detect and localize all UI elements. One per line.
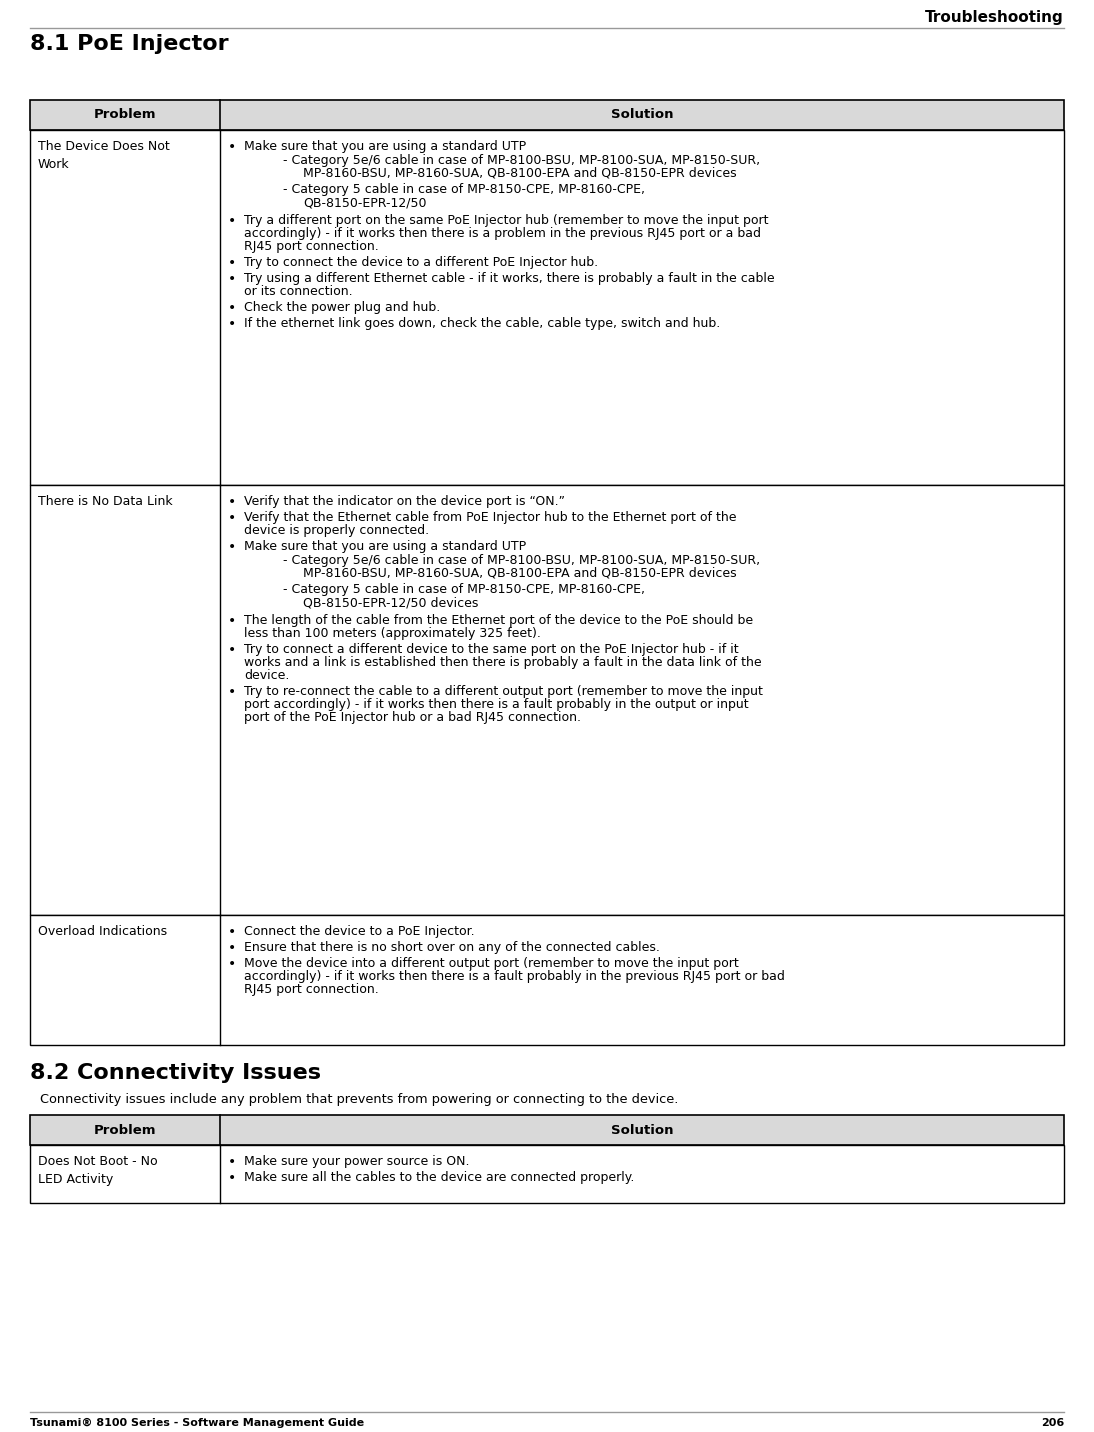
Text: •: • [228, 957, 236, 971]
Text: port of the PoE Injector hub or a bad RJ45 connection.: port of the PoE Injector hub or a bad RJ… [244, 712, 581, 725]
Text: •: • [228, 140, 236, 155]
Text: •: • [228, 925, 236, 939]
Text: •: • [228, 511, 236, 526]
Text: Problem: Problem [94, 109, 156, 122]
Text: accordingly) - if it works then there is a problem in the previous RJ45 port or : accordingly) - if it works then there is… [244, 228, 761, 241]
Text: Try a different port on the same PoE Injector hub (remember to move the input po: Try a different port on the same PoE Inj… [244, 213, 768, 228]
Text: Try to re-connect the cable to a different output port (remember to move the inp: Try to re-connect the cable to a differe… [244, 684, 763, 697]
Text: Solution: Solution [610, 109, 673, 122]
Text: Verify that the Ethernet cable from PoE Injector hub to the Ethernet port of the: Verify that the Ethernet cable from PoE … [244, 511, 736, 524]
Bar [30, 100, 1064, 130]
Text: Problem: Problem [94, 1124, 156, 1137]
Text: - Category 5e/6 cable in case of MP-8100-BSU, MP-8100-SUA, MP-8150-SUR,: - Category 5e/6 cable in case of MP-8100… [283, 155, 760, 168]
Text: Try using a different Ethernet cable - if it works, there is probably a fault in: Try using a different Ethernet cable - i… [244, 272, 775, 285]
Text: Try to connect a different device to the same port on the PoE Injector hub - if : Try to connect a different device to the… [244, 643, 738, 656]
Text: Solution: Solution [610, 1124, 673, 1137]
Text: •: • [228, 272, 236, 286]
Text: 8.2 Connectivity Issues: 8.2 Connectivity Issues [30, 1063, 321, 1083]
Text: less than 100 meters (approximately 325 feet).: less than 100 meters (approximately 325 … [244, 627, 540, 640]
Text: •: • [228, 301, 236, 315]
Text: •: • [228, 256, 236, 271]
Text: The Device Does Not
Work: The Device Does Not Work [38, 140, 170, 170]
Text: •: • [228, 1156, 236, 1169]
Text: •: • [228, 495, 236, 508]
Bar [30, 130, 1064, 485]
Text: •: • [228, 614, 236, 629]
Text: Troubleshooting: Troubleshooting [926, 10, 1064, 24]
Text: QB-8150-EPR-12/50 devices: QB-8150-EPR-12/50 devices [303, 596, 478, 609]
Text: Ensure that there is no short over on any of the connected cables.: Ensure that there is no short over on an… [244, 941, 660, 954]
Text: or its connection.: or its connection. [244, 285, 352, 298]
Text: RJ45 port connection.: RJ45 port connection. [244, 241, 379, 253]
Text: •: • [228, 540, 236, 554]
Text: Check the power plug and hub.: Check the power plug and hub. [244, 301, 440, 314]
Text: device.: device. [244, 669, 290, 682]
Bar [30, 1116, 1064, 1146]
Bar [30, 485, 1064, 915]
Text: works and a link is established then there is probably a fault in the data link : works and a link is established then the… [244, 656, 761, 669]
Text: •: • [228, 316, 236, 331]
Text: - Category 5e/6 cable in case of MP-8100-BSU, MP-8100-SUA, MP-8150-SUR,: - Category 5e/6 cable in case of MP-8100… [283, 554, 760, 567]
Text: port accordingly) - if it works then there is a fault probably in the output or : port accordingly) - if it works then the… [244, 697, 748, 712]
Text: •: • [228, 213, 236, 228]
Text: - Category 5 cable in case of MP-8150-CPE, MP-8160-CPE,: - Category 5 cable in case of MP-8150-CP… [283, 583, 645, 596]
Text: MP-8160-BSU, MP-8160-SUA, QB-8100-EPA and QB-8150-EPR devices: MP-8160-BSU, MP-8160-SUA, QB-8100-EPA an… [303, 168, 736, 180]
Text: •: • [228, 1171, 236, 1186]
Bar [30, 915, 1064, 1045]
Text: - Category 5 cable in case of MP-8150-CPE, MP-8160-CPE,: - Category 5 cable in case of MP-8150-CP… [283, 183, 645, 196]
Text: MP-8160-BSU, MP-8160-SUA, QB-8100-EPA and QB-8150-EPR devices: MP-8160-BSU, MP-8160-SUA, QB-8100-EPA an… [303, 567, 736, 580]
Text: Overload Indications: Overload Indications [38, 925, 167, 938]
Bar [30, 1146, 1064, 1203]
Text: •: • [228, 684, 236, 699]
Text: accordingly) - if it works then there is a fault probably in the previous RJ45 p: accordingly) - if it works then there is… [244, 969, 784, 982]
Text: There is No Data Link: There is No Data Link [38, 495, 173, 508]
Text: Make sure your power source is ON.: Make sure your power source is ON. [244, 1156, 469, 1169]
Text: Does Not Boot - No
LED Activity: Does Not Boot - No LED Activity [38, 1156, 158, 1186]
Text: Connectivity issues include any problem that prevents from powering or connectin: Connectivity issues include any problem … [40, 1093, 678, 1106]
Text: Make sure that you are using a standard UTP: Make sure that you are using a standard … [244, 540, 526, 553]
Text: Try to connect the device to a different PoE Injector hub.: Try to connect the device to a different… [244, 256, 598, 269]
Text: Connect the device to a PoE Injector.: Connect the device to a PoE Injector. [244, 925, 475, 938]
Text: If the ethernet link goes down, check the cable, cable type, switch and hub.: If the ethernet link goes down, check th… [244, 316, 720, 329]
Text: The length of the cable from the Ethernet port of the device to the PoE should b: The length of the cable from the Etherne… [244, 614, 753, 627]
Text: Tsunami® 8100 Series - Software Management Guide: Tsunami® 8100 Series - Software Manageme… [30, 1418, 364, 1428]
Text: QB-8150-EPR-12/50: QB-8150-EPR-12/50 [303, 196, 427, 209]
Text: Verify that the indicator on the device port is “ON.”: Verify that the indicator on the device … [244, 495, 565, 508]
Text: 8.1 PoE Injector: 8.1 PoE Injector [30, 34, 229, 54]
Text: device is properly connected.: device is properly connected. [244, 524, 429, 537]
Text: Make sure all the cables to the device are connected properly.: Make sure all the cables to the device a… [244, 1171, 635, 1184]
Text: Make sure that you are using a standard UTP: Make sure that you are using a standard … [244, 140, 526, 153]
Text: •: • [228, 941, 236, 955]
Text: 206: 206 [1040, 1418, 1064, 1428]
Text: Move the device into a different output port (remember to move the input port: Move the device into a different output … [244, 957, 738, 969]
Text: •: • [228, 643, 236, 657]
Text: RJ45 port connection.: RJ45 port connection. [244, 982, 379, 997]
